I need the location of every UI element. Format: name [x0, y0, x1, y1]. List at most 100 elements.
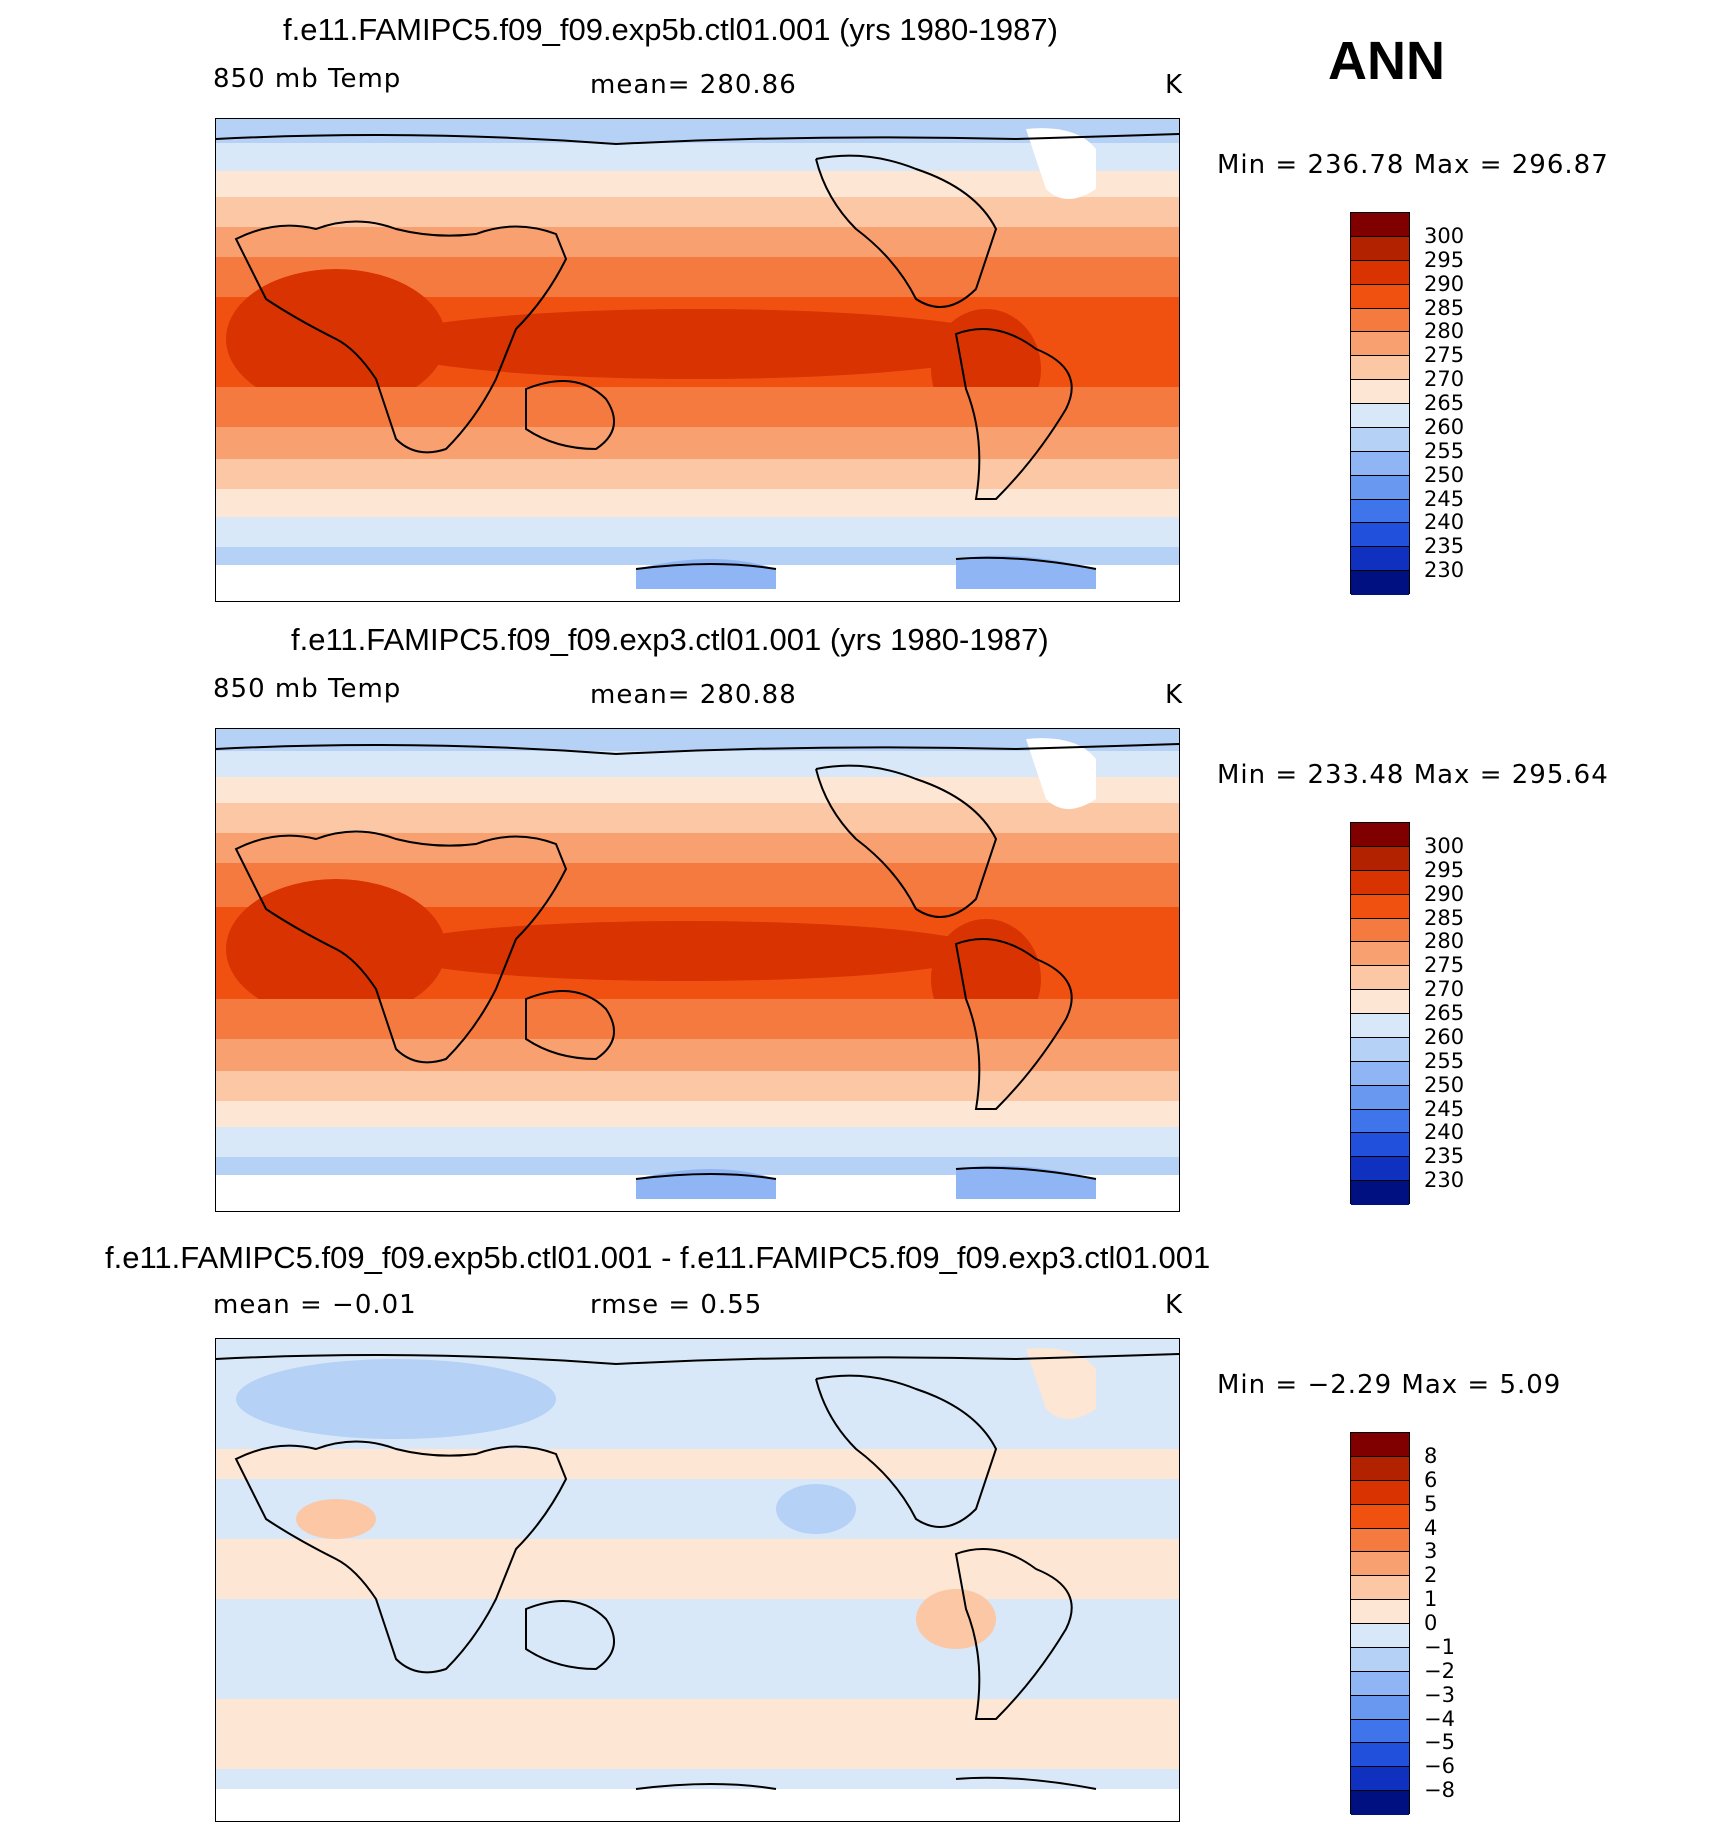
- colorbar-tick-label: 0: [1424, 1611, 1438, 1635]
- colorbar-tick-label: −2: [1424, 1658, 1455, 1683]
- colorbar-tick-label: 265: [1424, 1001, 1465, 1025]
- colorbar-swatch: [1351, 260, 1409, 285]
- colorbar-swatch: [1351, 1037, 1409, 1062]
- colorbar-swatch: [1351, 236, 1409, 261]
- colorbar-tick-label: −4: [1424, 1706, 1455, 1731]
- colorbar-tick-label: 275: [1424, 953, 1465, 978]
- colorbar-tick-label: 230: [1424, 1168, 1465, 1193]
- colorbar-tick-label: 240: [1424, 510, 1465, 535]
- colorbar-tick-label: 285: [1424, 295, 1465, 320]
- colorbar-swatch: [1351, 1480, 1409, 1505]
- colorbar-tick-label: 6: [1424, 1467, 1438, 1492]
- panel3-mean: mean = −0.01: [213, 1290, 417, 1320]
- colorbar-tick-label: 235: [1424, 1144, 1465, 1169]
- colorbar-tick-label: 255: [1424, 1048, 1465, 1073]
- colorbar-tick-label: 260: [1424, 1024, 1465, 1049]
- colorbar-swatch: [1351, 284, 1409, 309]
- colorbar-tick-label: 230: [1424, 558, 1465, 583]
- panel3-rmse: rmse = 0.55: [590, 1290, 763, 1320]
- colorbar-swatch: [1351, 404, 1409, 428]
- colorbar-tick-label: 285: [1424, 905, 1465, 930]
- colorbar-tick-label: 250: [1424, 1072, 1465, 1097]
- colorbar-swatch: [1351, 870, 1409, 895]
- coastlines: [216, 133, 1179, 570]
- colorbar-swatch: [1351, 1181, 1409, 1205]
- panel1-mean: mean= 280.86: [590, 70, 797, 100]
- colorbar-swatch: [1351, 308, 1409, 333]
- colorbar-tick-label: 2: [1424, 1563, 1438, 1588]
- colorbar-swatch: [1351, 1695, 1409, 1720]
- colorbar-swatch: [1351, 356, 1409, 381]
- colorbar-swatch: [1351, 1014, 1409, 1038]
- colorbar-swatch: [1351, 966, 1409, 991]
- warm-pool: [376, 309, 1016, 379]
- colorbar-swatch: [1351, 499, 1409, 524]
- colorbar-tick-label: 265: [1424, 391, 1465, 415]
- colorbar-swatch: [1351, 846, 1409, 871]
- colorbar-swatch: [1351, 427, 1409, 452]
- panel2-minmax: Min = 233.48 Max = 295.64: [1217, 760, 1609, 790]
- colorbar-swatch: [1351, 942, 1409, 967]
- colorbar-swatch: [1351, 990, 1409, 1014]
- panel2-units: K: [1165, 680, 1184, 710]
- colorbar-swatch: [1351, 1791, 1409, 1815]
- colorbar-tick-label: 8: [1424, 1443, 1438, 1468]
- colorbar-tick-label: 300: [1424, 833, 1465, 858]
- panel3-colorbar: [1350, 1432, 1410, 1815]
- panel2-mean: mean= 280.88: [590, 680, 797, 710]
- colorbar-swatch: [1351, 1743, 1409, 1768]
- colorbar-tick-label: 3: [1424, 1539, 1438, 1564]
- colorbar-swatch: [1351, 1600, 1409, 1624]
- colorbar-swatch: [1351, 1433, 1409, 1457]
- colorbar-tick-label: 235: [1424, 534, 1465, 559]
- panel2-variable: 850 mb Temp: [213, 674, 402, 704]
- colorbar-tick-label: −1: [1424, 1634, 1455, 1659]
- colorbar-tick-label: 255: [1424, 438, 1465, 463]
- season-label: ANN: [1328, 31, 1445, 91]
- panel1-map: [215, 118, 1180, 602]
- colorbar-swatch: [1351, 1624, 1409, 1648]
- colorbar-tick-label: 4: [1424, 1515, 1438, 1540]
- colorbar-swatch: [1351, 523, 1409, 548]
- greenland: [1026, 128, 1096, 199]
- colorbar-swatch: [1351, 1109, 1409, 1134]
- colorbar-swatch: [1351, 823, 1409, 847]
- colorbar-swatch: [1351, 213, 1409, 237]
- colorbar-swatch: [1351, 571, 1409, 595]
- colorbar-swatch: [1351, 1576, 1409, 1601]
- colorbar-tick-label: −8: [1424, 1778, 1455, 1803]
- colorbar-swatch: [1351, 332, 1409, 357]
- colorbar-swatch: [1351, 894, 1409, 919]
- colorbar-swatch: [1351, 1157, 1409, 1182]
- colorbar-swatch: [1351, 547, 1409, 572]
- colorbar-tick-label: 295: [1424, 247, 1465, 272]
- colorbar-tick-label: 295: [1424, 857, 1465, 882]
- colorbar-tick-label: 280: [1424, 929, 1465, 954]
- colorbar-swatch: [1351, 1671, 1409, 1696]
- colorbar-tick-label: 290: [1424, 881, 1465, 906]
- colorbar-swatch: [1351, 1719, 1409, 1744]
- colorbar-tick-label: −5: [1424, 1730, 1455, 1755]
- colorbar-tick-label: 1: [1424, 1587, 1438, 1612]
- colorbar-swatch: [1351, 1504, 1409, 1529]
- colorbar-tick-label: 270: [1424, 977, 1465, 1002]
- panel3-minmax: Min = −2.29 Max = 5.09: [1217, 1370, 1562, 1400]
- colorbar-tick-label: 245: [1424, 1096, 1465, 1121]
- colorbar-tick-label: 245: [1424, 486, 1465, 511]
- colorbar-tick-label: 300: [1424, 223, 1465, 248]
- colorbar-tick-label: 270: [1424, 367, 1465, 392]
- panel2-colorbar: [1350, 822, 1410, 1205]
- colorbar-swatch: [1351, 380, 1409, 404]
- panel3-map: [215, 1338, 1180, 1822]
- colorbar-swatch: [1351, 1133, 1409, 1158]
- colorbar-tick-label: 280: [1424, 319, 1465, 344]
- colorbar-swatch: [1351, 475, 1409, 500]
- colorbar-swatch: [1351, 1061, 1409, 1086]
- colorbar-tick-label: −3: [1424, 1682, 1455, 1707]
- panel1-units: K: [1165, 70, 1184, 100]
- colorbar-tick-label: −6: [1424, 1754, 1455, 1779]
- panel3-title: f.e11.FAMIPC5.f09_f09.exp5b.ctl01.001 - …: [105, 1240, 1211, 1275]
- panel1-title: f.e11.FAMIPC5.f09_f09.exp5b.ctl01.001 (y…: [283, 12, 1058, 47]
- colorbar-swatch: [1351, 1767, 1409, 1792]
- colorbar-swatch: [1351, 1647, 1409, 1672]
